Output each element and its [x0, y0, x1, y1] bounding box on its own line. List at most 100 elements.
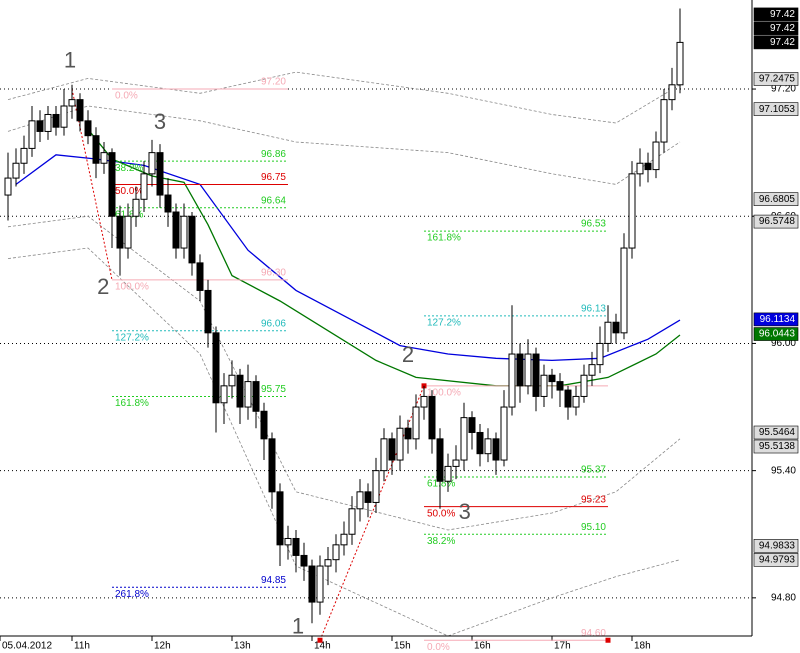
- candle-body: [516, 353, 524, 387]
- fib-percent: 0.0%: [115, 91, 138, 102]
- y-tick-label: 95.40: [771, 465, 796, 476]
- fib-percent: 50.0%: [115, 186, 143, 197]
- price-tag: [753, 72, 799, 86]
- indicator-line: [7, 105, 681, 185]
- candle-body: [236, 374, 244, 408]
- candle-body: [348, 508, 356, 535]
- candle-body: [52, 113, 60, 128]
- wave-label: 2: [402, 342, 414, 367]
- candle-body: [628, 173, 636, 249]
- candle-body: [12, 162, 20, 179]
- candle-body: [340, 533, 348, 546]
- fib-percent: 127.2%: [427, 318, 461, 329]
- fib-price: 96.13: [581, 304, 606, 315]
- candle-body: [100, 152, 108, 164]
- y-tick-label: 97.20: [771, 84, 796, 95]
- candle-body: [676, 41, 684, 86]
- candle-body: [220, 385, 228, 404]
- fib-price: 96.64: [261, 195, 286, 206]
- candle-body: [524, 353, 532, 387]
- candle-body: [276, 491, 284, 546]
- candle-body: [332, 544, 340, 561]
- candle-body: [468, 417, 476, 433]
- fib-percent: 38.2%: [115, 163, 143, 174]
- price-tag: [753, 553, 799, 567]
- fib-percent: 61.8%: [115, 209, 143, 220]
- candle-body: [588, 364, 596, 376]
- candle-body: [356, 491, 364, 510]
- candle-body: [284, 537, 292, 546]
- price-tag-label: 95.5138: [759, 441, 796, 452]
- candle-body: [140, 173, 148, 200]
- price-tag: [753, 214, 799, 229]
- price-tag: [753, 7, 799, 22]
- fib-price: 95.10: [581, 522, 606, 533]
- candle-body: [76, 99, 84, 122]
- candle-body: [372, 470, 380, 503]
- candle-body: [436, 438, 444, 482]
- candle-body: [460, 417, 468, 461]
- x-tick-label: 18h: [634, 641, 651, 652]
- fib-price: 96.30: [261, 267, 286, 278]
- x-tick-label: 12h: [154, 641, 171, 652]
- candle-body: [108, 152, 116, 217]
- wave-label: 3: [459, 499, 471, 524]
- fib-price: 94.85: [261, 575, 286, 586]
- y-tick-label: 94.80: [771, 592, 796, 603]
- fib-percent: 0.0%: [427, 642, 450, 653]
- wave-label: 1: [292, 613, 304, 638]
- x-tick-label: 15h: [394, 641, 411, 652]
- fib-percent: 127.2%: [115, 332, 149, 343]
- candle-body: [596, 342, 604, 366]
- candle-body: [60, 105, 68, 128]
- candle-body: [68, 99, 76, 107]
- price-tag-label: 97.2475: [759, 74, 796, 85]
- candle-body: [116, 215, 124, 249]
- candle-body: [484, 438, 492, 455]
- candle-body: [420, 395, 428, 408]
- candle-body: [604, 321, 612, 344]
- candle-body: [612, 321, 620, 334]
- candle-body: [212, 332, 220, 404]
- fib-percent: 161.8%: [115, 398, 149, 409]
- price-tag-label: 96.5748: [759, 216, 796, 227]
- candle-body: [308, 565, 316, 603]
- candle-body: [180, 215, 188, 249]
- price-tag-label: 96.0443: [759, 329, 796, 340]
- x-tick-label: 16h: [474, 641, 491, 652]
- price-tag-label: 94.9793: [759, 554, 796, 565]
- candle-body: [188, 215, 196, 264]
- candle-body: [28, 120, 36, 149]
- candle-body: [268, 438, 276, 493]
- candle-body: [452, 459, 460, 467]
- y-tick-label: 96.00: [771, 338, 796, 349]
- indicator-line: [7, 247, 681, 637]
- candle-body: [412, 406, 420, 440]
- candle-body: [564, 389, 572, 408]
- candle-body: [148, 152, 156, 175]
- price-tag: [753, 35, 799, 50]
- wave-label: 2: [97, 274, 109, 299]
- price-tag: [753, 312, 799, 327]
- candle-body: [652, 141, 660, 171]
- candle-body: [20, 147, 28, 164]
- wave-label: 1: [64, 47, 76, 72]
- fib-percent: 100.0%: [115, 281, 149, 292]
- fib-price: 94.60: [581, 628, 606, 639]
- price-tag-label: 97.42: [770, 23, 795, 34]
- candle-body: [300, 554, 308, 567]
- price-tag: [753, 439, 799, 454]
- fib-percent: 61.8%: [427, 479, 455, 490]
- candle-body: [620, 247, 628, 334]
- price-tag-label: 96.1134: [760, 314, 796, 325]
- fib-percent: 38.2%: [427, 536, 455, 547]
- fib-price: 95.75: [261, 384, 286, 395]
- fib-price: 97.20: [261, 77, 286, 88]
- candle-body: [228, 374, 236, 387]
- price-tag: [753, 539, 799, 553]
- wave-label: 3: [154, 109, 166, 134]
- candle-body: [132, 198, 140, 217]
- candle-body: [196, 262, 204, 291]
- candle-body: [444, 465, 452, 482]
- fibonacci: 0.0% 97.20 100.0% 96.30 38.2% 96.86 50.0% 96.75…: [71, 77, 611, 653]
